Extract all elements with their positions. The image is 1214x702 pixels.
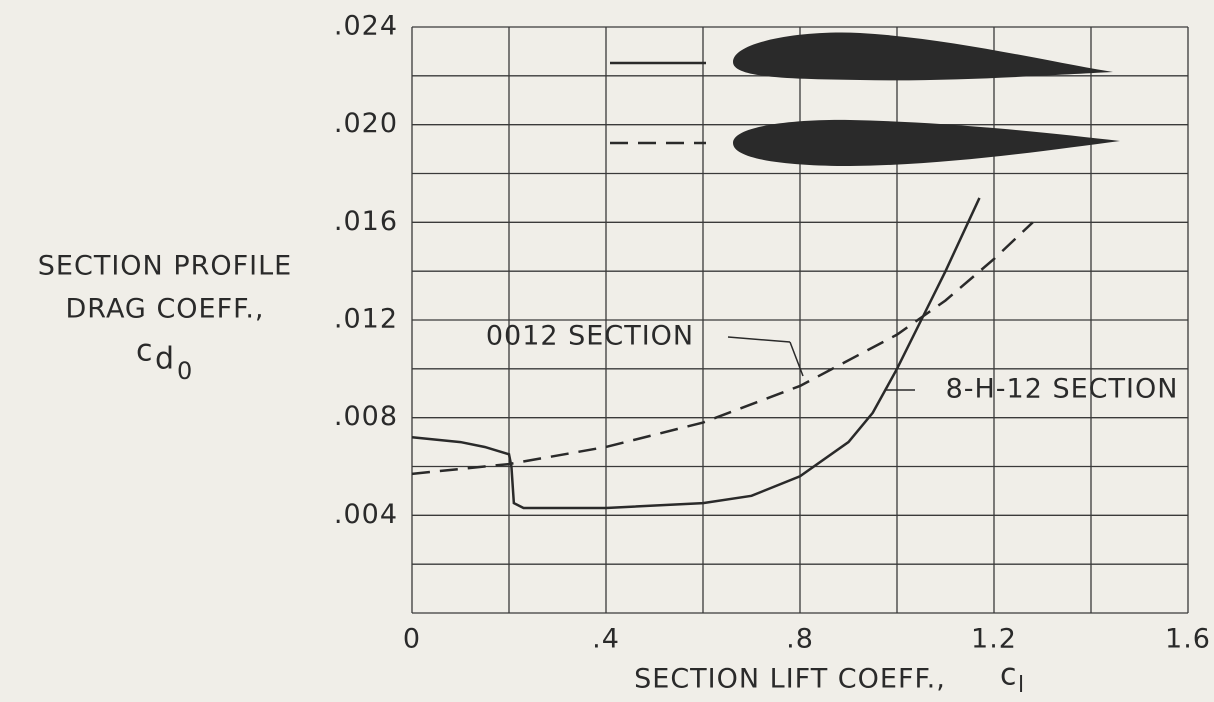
airfoil-8-h-12	[733, 33, 1113, 81]
chart: 1.6 1.2 .8 .4 0 .024 .020 .016 .012 .008 .004 0012…	[0, 0, 1214, 702]
y-tick-label: .008	[334, 401, 398, 432]
x-symbol: c	[1000, 658, 1018, 693]
x-tick-label: 1.2	[971, 624, 1017, 655]
y-tick-label: .016	[334, 206, 398, 237]
annotation-0012: 0012 SECTION	[486, 321, 694, 352]
y-tick-label: .024	[334, 11, 398, 42]
annotation-8h12: 8-H-12 SECTION	[946, 374, 1179, 405]
x-symbol-sub: l	[1018, 673, 1025, 698]
y-label: DRAG COEFF.,	[65, 294, 264, 325]
y-tick-label: .004	[334, 499, 398, 530]
x-label: SECTION LIFT COEFF.,	[634, 664, 946, 695]
leader-0012	[728, 337, 790, 342]
leader-0012b	[790, 342, 803, 376]
y-label: SECTION PROFILE	[38, 251, 292, 282]
x-tick-label: 1.6	[1165, 624, 1211, 655]
y-tick-label: .012	[334, 304, 398, 335]
y-tick-label: .020	[334, 108, 398, 139]
x-tick-label: .4	[592, 624, 620, 655]
data-line	[412, 198, 979, 508]
y-symbol-sub: d	[155, 342, 175, 377]
y-symbol-subsub: 0	[177, 357, 193, 385]
x-tick-label: .8	[786, 624, 814, 655]
airfoil-0012	[733, 120, 1120, 166]
y-symbol: c	[136, 334, 154, 369]
x-tick-label: 0	[403, 624, 421, 655]
